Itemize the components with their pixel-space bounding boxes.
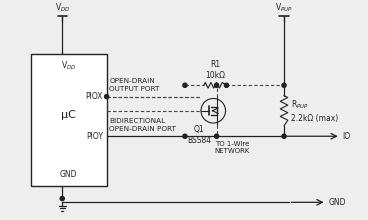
Circle shape: [183, 83, 187, 87]
Text: GND: GND: [60, 170, 78, 180]
FancyBboxPatch shape: [31, 54, 107, 186]
Circle shape: [224, 83, 229, 87]
Circle shape: [215, 83, 219, 87]
Text: R$_{PUP}$
2.2kΩ (max): R$_{PUP}$ 2.2kΩ (max): [291, 99, 338, 123]
Circle shape: [183, 134, 187, 138]
Text: V$_{PUP}$: V$_{PUP}$: [275, 1, 293, 14]
Text: V$_{DD}$: V$_{DD}$: [61, 59, 77, 72]
Text: OPEN-DRAIN
OUTPUT PORT: OPEN-DRAIN OUTPUT PORT: [109, 78, 160, 92]
Text: μC: μC: [61, 110, 76, 121]
Text: PIOY: PIOY: [86, 132, 103, 141]
Text: TO 1-Wire
NETWORK: TO 1-Wire NETWORK: [215, 141, 250, 154]
Circle shape: [215, 134, 219, 138]
Circle shape: [282, 134, 286, 138]
Text: PIOX: PIOX: [85, 92, 103, 101]
Circle shape: [282, 83, 286, 87]
Circle shape: [60, 196, 64, 201]
Text: BIDIRECTIONAL
OPEN-DRAIN PORT: BIDIRECTIONAL OPEN-DRAIN PORT: [109, 118, 176, 132]
Text: Q1
BSS84: Q1 BSS84: [187, 125, 211, 145]
Text: R1
10kΩ: R1 10kΩ: [205, 60, 225, 80]
Text: GND: GND: [328, 198, 346, 207]
Text: V$_{DD}$: V$_{DD}$: [54, 1, 70, 14]
Text: IO: IO: [343, 132, 351, 141]
Circle shape: [105, 95, 109, 99]
